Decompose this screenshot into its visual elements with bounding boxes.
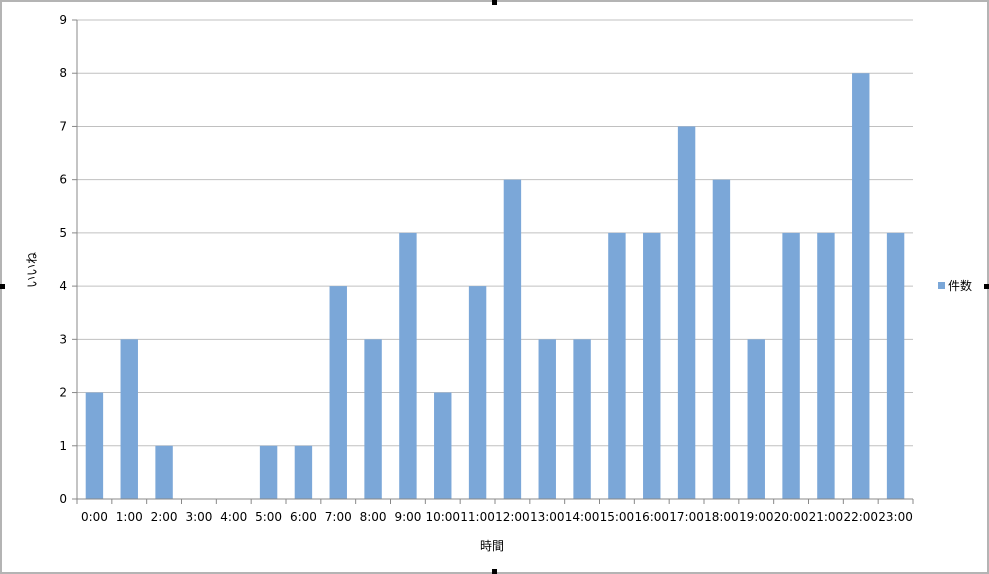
gridlines — [77, 19, 913, 447]
bar — [434, 392, 452, 499]
x-tick-label: 1:00 — [116, 510, 143, 524]
x-tick-label: 0:00 — [81, 510, 108, 524]
legend-label: 件数 — [948, 278, 972, 293]
x-tick-label: 11:00 — [460, 510, 495, 524]
bar — [120, 339, 138, 499]
legend: 件数 — [938, 278, 972, 293]
x-tick-label: 15:00 — [600, 510, 635, 524]
bar — [817, 232, 835, 499]
y-tick-label: 4 — [59, 279, 67, 293]
resize-handle-left[interactable] — [0, 284, 5, 289]
x-tick-label: 18:00 — [704, 510, 739, 524]
y-tick-label: 7 — [59, 119, 67, 133]
y-tick-label: 0 — [59, 492, 67, 506]
bar — [468, 286, 487, 499]
bar — [399, 232, 417, 499]
bar — [782, 232, 800, 499]
y-tick-label: 1 — [59, 439, 67, 453]
x-tick-label: 20:00 — [774, 510, 809, 524]
x-tick-label: 13:00 — [530, 510, 565, 524]
y-tick-labels: 0 1 2 3 4 5 6 7 8 9 — [59, 13, 67, 506]
bar — [643, 232, 661, 499]
resize-handle-right[interactable] — [984, 284, 989, 289]
legend-swatch — [938, 282, 945, 289]
bar — [364, 339, 382, 499]
y-tick-label: 3 — [59, 332, 67, 346]
x-tick-label: 23:00 — [878, 510, 913, 524]
x-tick-label: 17:00 — [669, 510, 704, 524]
bar — [503, 179, 522, 499]
bar — [852, 73, 870, 499]
x-tick-labels: 0:00 1:00 2:00 3:00 4:00 5:00 6:00 7:00 8:00 9:00… — [81, 510, 913, 524]
x-tick-label: 14:00 — [565, 510, 600, 524]
bar — [155, 445, 173, 499]
x-tick-label: 2:00 — [151, 510, 178, 524]
y-tick-label: 6 — [59, 173, 67, 187]
bar — [85, 392, 104, 499]
bar — [886, 232, 905, 499]
x-tick-label: 19:00 — [739, 510, 774, 524]
bar — [608, 232, 626, 499]
bar — [538, 339, 556, 499]
resize-handle-bottom[interactable] — [492, 569, 497, 574]
x-tick-label: 7:00 — [325, 510, 352, 524]
bars — [85, 73, 905, 499]
y-tick-label: 9 — [59, 13, 67, 27]
bar — [677, 126, 696, 499]
x-axis-title: 時間 — [480, 539, 504, 553]
bar — [259, 445, 278, 499]
y-tick-label: 8 — [59, 66, 67, 80]
y-axis-title: いいね — [25, 252, 39, 288]
y-tick-label: 5 — [59, 226, 67, 240]
bar — [712, 179, 731, 499]
x-tick-label: 22:00 — [843, 510, 878, 524]
x-tick-label: 5:00 — [255, 510, 282, 524]
bar — [573, 339, 591, 499]
y-tick-label: 2 — [59, 386, 67, 400]
x-tick-label: 6:00 — [290, 510, 317, 524]
x-tick-label: 21:00 — [809, 510, 844, 524]
bar — [747, 339, 765, 499]
x-tick-label: 9:00 — [394, 510, 421, 524]
x-tick-label: 12:00 — [495, 510, 530, 524]
x-tick-label: 4:00 — [220, 510, 247, 524]
x-tick-label: 10:00 — [425, 510, 460, 524]
axes — [72, 19, 914, 504]
bar — [329, 286, 347, 499]
resize-handle-top[interactable] — [492, 0, 497, 5]
x-tick-label: 16:00 — [634, 510, 669, 524]
x-tick-label: 3:00 — [185, 510, 212, 524]
bar — [294, 445, 313, 499]
x-tick-label: 8:00 — [360, 510, 387, 524]
